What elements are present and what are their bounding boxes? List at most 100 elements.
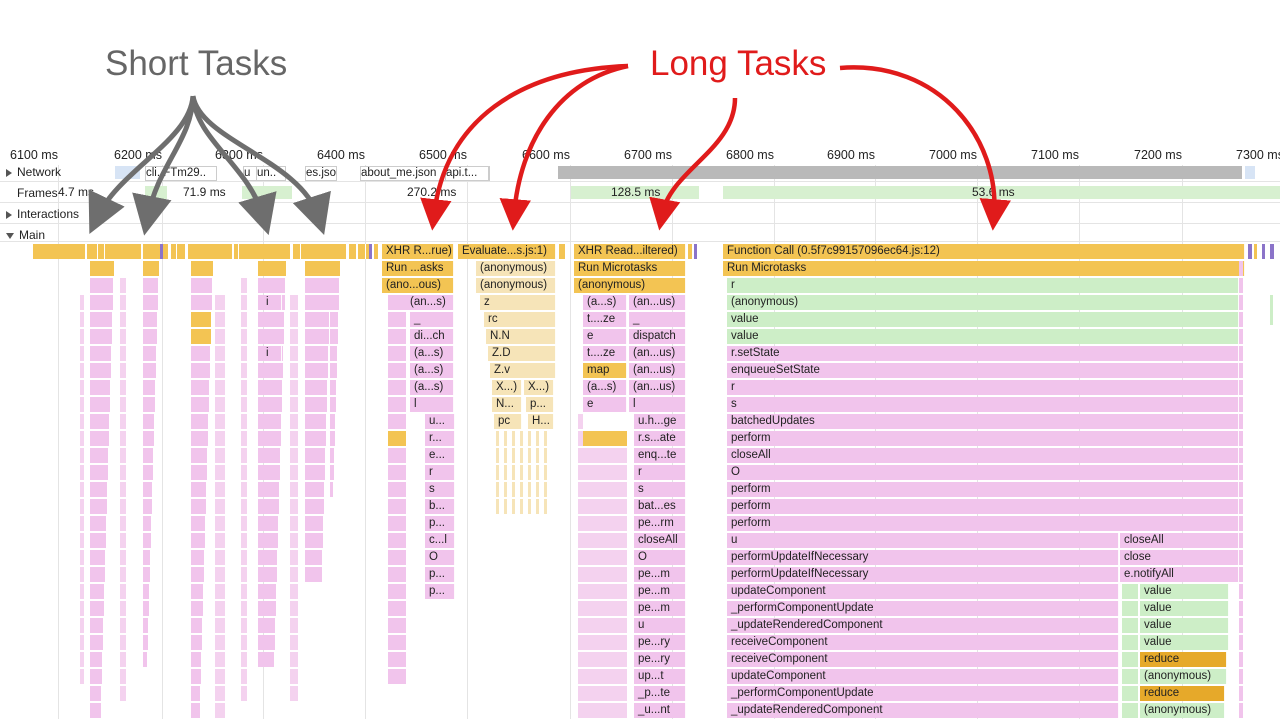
flame-block[interactable]: (a...s): [410, 363, 454, 378]
flame-block[interactable]: r: [634, 465, 686, 480]
flame-block[interactable]: value: [1140, 635, 1229, 650]
flame-block[interactable]: pe...ry: [634, 652, 686, 667]
flame-block[interactable]: _: [629, 312, 686, 327]
flame-block[interactable]: pe...m: [634, 584, 686, 599]
flame-block[interactable]: closeAll: [727, 448, 1239, 463]
flame-block[interactable]: s: [727, 397, 1239, 412]
network-track-toggle[interactable]: Network: [6, 165, 61, 179]
flame-block[interactable]: c...l: [425, 533, 455, 548]
flame-block[interactable]: (an...us): [629, 380, 686, 395]
flame-block[interactable]: perform: [727, 516, 1239, 531]
flame-block[interactable]: perform: [727, 431, 1239, 446]
flame-block[interactable]: up...t: [634, 669, 686, 684]
flame-block[interactable]: s: [634, 482, 686, 497]
flame-block[interactable]: N.N: [486, 329, 556, 344]
flame-block[interactable]: t....ze: [583, 346, 627, 361]
flame-block[interactable]: p...: [425, 584, 455, 599]
flame-block[interactable]: e.notifyAll: [1120, 567, 1239, 582]
flame-block[interactable]: u.h...ge: [634, 414, 686, 429]
flame-block[interactable]: i: [262, 295, 282, 310]
flame-block[interactable]: enq...te: [634, 448, 686, 463]
flame-block[interactable]: X...): [492, 380, 522, 395]
flame-block[interactable]: pe...m: [634, 567, 686, 582]
flame-block[interactable]: perform: [727, 482, 1239, 497]
flame-block[interactable]: dispatch: [629, 329, 686, 344]
flame-block[interactable]: pc: [494, 414, 522, 429]
flame-block[interactable]: batchedUpdates: [727, 414, 1239, 429]
flame-block[interactable]: closeAll: [1120, 533, 1239, 548]
flame-block[interactable]: _performComponentUpdate: [727, 601, 1119, 616]
flame-block[interactable]: value: [1140, 601, 1229, 616]
flame-block[interactable]: value: [727, 312, 1239, 327]
flame-block[interactable]: N...: [492, 397, 522, 412]
flame-block[interactable]: e...: [425, 448, 455, 463]
flame-block[interactable]: (anonymous): [1140, 669, 1227, 684]
flame-block[interactable]: Evaluate...s.js:1): [458, 244, 556, 259]
flame-block[interactable]: _updateRenderedComponent: [727, 703, 1119, 718]
flame-block[interactable]: O: [425, 550, 455, 565]
flame-block[interactable]: map: [583, 363, 627, 378]
flame-block[interactable]: (a...s): [410, 380, 454, 395]
flame-block[interactable]: (anonymous): [476, 261, 556, 276]
flame-block[interactable]: r: [425, 465, 455, 480]
flame-block[interactable]: _: [410, 312, 454, 327]
flame-block[interactable]: pe...rm: [634, 516, 686, 531]
flame-block[interactable]: rc: [484, 312, 556, 327]
flame-block[interactable]: u: [634, 618, 686, 633]
flame-block[interactable]: bat...es: [634, 499, 686, 514]
flame-block[interactable]: receiveComponent: [727, 635, 1119, 650]
flame-block[interactable]: p...: [425, 516, 455, 531]
flame-block[interactable]: performUpdateIfNecessary: [727, 567, 1119, 582]
flame-block[interactable]: performUpdateIfNecessary: [727, 550, 1119, 565]
flame-block[interactable]: Run ...asks: [382, 261, 454, 276]
flame-block[interactable]: l: [410, 397, 454, 412]
flame-block[interactable]: r...: [425, 431, 455, 446]
flame-block[interactable]: X...): [524, 380, 554, 395]
flame-block[interactable]: (a...s): [583, 295, 627, 310]
flame-block[interactable]: (an...us): [629, 363, 686, 378]
flame-block[interactable]: r.setState: [727, 346, 1239, 361]
flame-block[interactable]: Z.D: [488, 346, 556, 361]
flame-block[interactable]: value: [1140, 618, 1229, 633]
flame-block[interactable]: (an...us): [629, 295, 686, 310]
flame-block[interactable]: reduce: [1140, 686, 1225, 701]
flame-block[interactable]: e: [583, 397, 627, 412]
flame-block[interactable]: _p...te: [634, 686, 686, 701]
flame-block[interactable]: u: [727, 533, 1119, 548]
flame-block[interactable]: O: [634, 550, 686, 565]
flame-block[interactable]: H...: [528, 414, 554, 429]
main-track-toggle[interactable]: Main: [6, 228, 45, 242]
flame-block[interactable]: XHR R...rue): [382, 244, 454, 259]
flame-block[interactable]: perform: [727, 499, 1239, 514]
flame-block[interactable]: b...: [425, 499, 455, 514]
flame-block[interactable]: t....ze: [583, 312, 627, 327]
flame-block[interactable]: e: [583, 329, 627, 344]
flame-block[interactable]: value: [727, 329, 1239, 344]
flame-block[interactable]: r: [727, 380, 1239, 395]
flame-block[interactable]: pe...ry: [634, 635, 686, 650]
flame-block[interactable]: z: [480, 295, 556, 310]
flame-block[interactable]: Z.v: [490, 363, 556, 378]
flame-block[interactable]: Function Call (0.5f7c99157096ec64.js:12): [723, 244, 1245, 259]
flame-block[interactable]: u...: [425, 414, 455, 429]
flame-block[interactable]: reduce: [1140, 652, 1227, 667]
flame-block[interactable]: (an...us): [629, 346, 686, 361]
flame-block[interactable]: _performComponentUpdate: [727, 686, 1119, 701]
flame-block[interactable]: enqueueSetState: [727, 363, 1239, 378]
interactions-track-toggle[interactable]: Interactions: [6, 207, 79, 221]
flame-block[interactable]: (anonymous): [574, 278, 686, 293]
flame-block[interactable]: (ano...ous): [382, 278, 454, 293]
flame-block[interactable]: p...: [425, 567, 455, 582]
flame-block[interactable]: (anonymous): [476, 278, 556, 293]
flame-block[interactable]: di...ch: [410, 329, 454, 344]
flame-block[interactable]: updateComponent: [727, 584, 1119, 599]
flame-block[interactable]: pe...m: [634, 601, 686, 616]
flame-block[interactable]: receiveComponent: [727, 652, 1119, 667]
flame-block[interactable]: p...: [526, 397, 554, 412]
flame-block[interactable]: close: [1120, 550, 1239, 565]
flame-block[interactable]: updateComponent: [727, 669, 1119, 684]
flame-block[interactable]: value: [1140, 584, 1229, 599]
flame-block[interactable]: (a...s): [583, 380, 627, 395]
flame-block[interactable]: Run Microtasks: [723, 261, 1245, 276]
flame-block[interactable]: Run Microtasks: [574, 261, 686, 276]
